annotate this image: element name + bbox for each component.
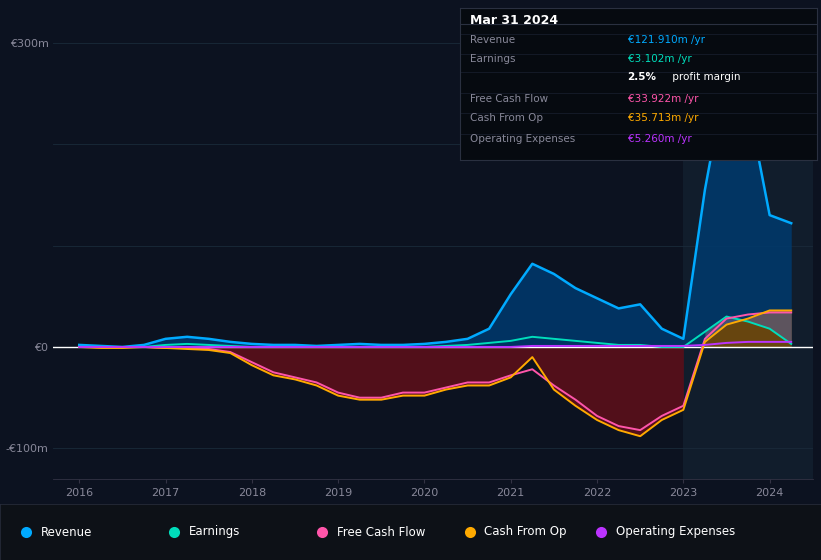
Bar — [683, 22, 821, 479]
Text: Cash From Op: Cash From Op — [470, 113, 544, 123]
Text: Earnings: Earnings — [470, 54, 516, 64]
Text: €35.713m /yr: €35.713m /yr — [627, 113, 698, 123]
Text: 2.5%: 2.5% — [627, 72, 657, 82]
Text: Mar 31 2024: Mar 31 2024 — [470, 15, 558, 27]
Text: Operating Expenses: Operating Expenses — [470, 134, 576, 144]
Text: Earnings: Earnings — [189, 525, 241, 539]
Text: Free Cash Flow: Free Cash Flow — [337, 525, 425, 539]
Text: Revenue: Revenue — [470, 35, 516, 45]
Text: €3.102m /yr: €3.102m /yr — [627, 54, 691, 64]
Text: Cash From Op: Cash From Op — [484, 525, 566, 539]
Text: €5.260m /yr: €5.260m /yr — [627, 134, 691, 144]
Text: Operating Expenses: Operating Expenses — [616, 525, 735, 539]
Text: €121.910m /yr: €121.910m /yr — [627, 35, 704, 45]
Text: profit margin: profit margin — [668, 72, 741, 82]
Text: Revenue: Revenue — [41, 525, 93, 539]
Text: €33.922m /yr: €33.922m /yr — [627, 94, 698, 104]
Text: Free Cash Flow: Free Cash Flow — [470, 94, 548, 104]
